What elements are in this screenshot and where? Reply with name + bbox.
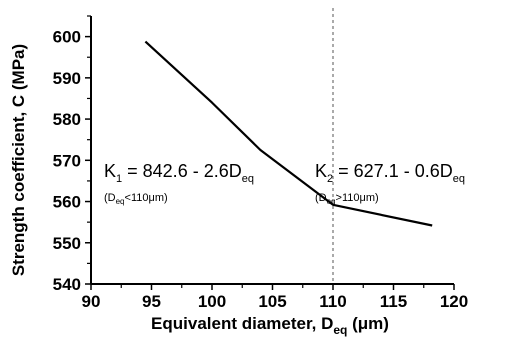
condition-k1-open: (D <box>104 192 116 204</box>
plot-frame <box>90 16 454 285</box>
equation-k2-k-sub: 2 <box>327 173 333 185</box>
equation-k1-k: K <box>104 161 116 181</box>
x-tick-label-105: 105 <box>258 292 286 311</box>
y-tick-label-590: 590 <box>53 69 81 88</box>
strength-series-line <box>144 40 433 227</box>
x-tick-label-95: 95 <box>142 292 161 311</box>
condition-k1-sub: eq <box>116 197 125 206</box>
x-tick-label-115: 115 <box>380 292 407 311</box>
equation-k1-text-sub: eq <box>242 173 254 185</box>
x-axis-title-sub: eq <box>333 323 347 337</box>
equation-k2-k: K <box>315 161 327 181</box>
x-axis-title-main: Equivalent diameter, D <box>151 314 333 333</box>
equation-k2-text-sub: eq <box>453 173 465 185</box>
equation-k1-text: = 842.6 - 2.6D <box>122 161 242 181</box>
x-axis-ticks: 90 95 100 105 110 115 120 <box>82 284 468 311</box>
equation-k1-k-sub: 1 <box>116 173 122 185</box>
y-tick-label-540: 540 <box>53 275 81 294</box>
equation-k2-condition: (Deq>110μm) <box>315 192 379 206</box>
y-tick-label-600: 600 <box>53 28 81 47</box>
equation-k1-condition: (Deq<110μm) <box>104 192 168 206</box>
x-tick-label-110: 110 <box>319 292 346 311</box>
x-axis-title-unit: (μm) <box>347 314 389 333</box>
condition-k1-rest: <110μm) <box>125 192 168 204</box>
y-tick-label-550: 550 <box>53 234 81 253</box>
x-tick-label-120: 120 <box>440 292 468 311</box>
x-axis-title: Equivalent diameter, Deq (μm) <box>151 314 389 337</box>
x-tick-label-90: 90 <box>82 292 101 311</box>
equation-k2: K2 = 627.1 - 0.6Deq <box>315 161 465 185</box>
condition-k2-rest: >110μm) <box>336 192 379 204</box>
y-axis-title: Strength coefficient, C (MPa) <box>9 44 28 276</box>
y-tick-label-580: 580 <box>53 110 81 129</box>
condition-k2-open: (D <box>315 192 327 204</box>
equation-k1: K1 = 842.6 - 2.6Deq <box>104 161 254 185</box>
y-axis-ticks: 540 550 560 570 580 590 600 <box>53 15 91 294</box>
equation-k2-text: = 627.1 - 0.6D <box>333 161 453 181</box>
y-tick-label-570: 570 <box>53 151 81 170</box>
condition-k2-sub: eq <box>327 197 336 206</box>
x-tick-label-100: 100 <box>198 292 226 311</box>
y-tick-label-560: 560 <box>53 193 81 212</box>
